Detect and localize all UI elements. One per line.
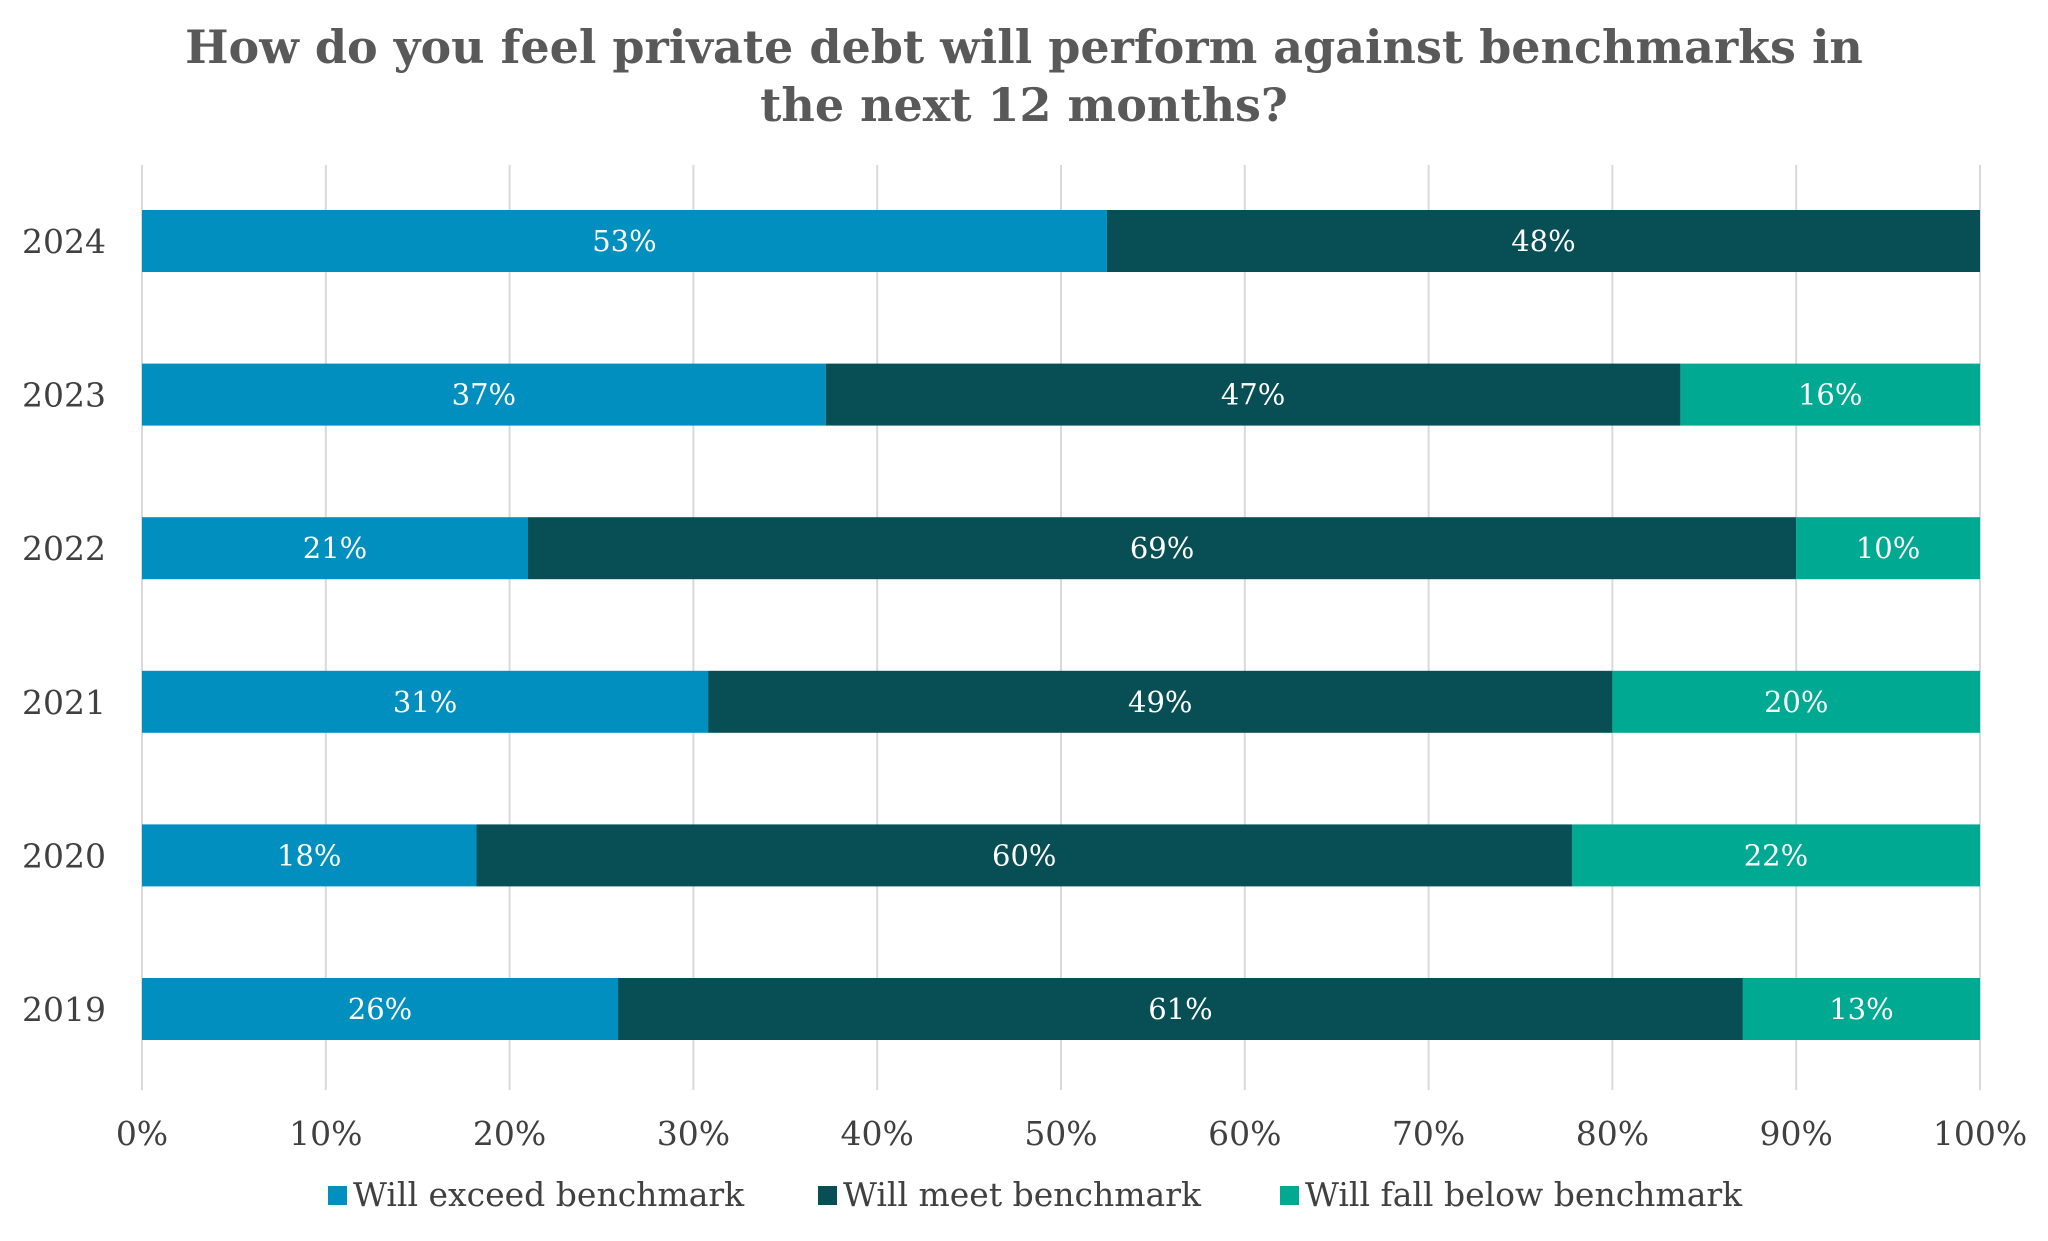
x-tick-label: 70% [1392, 1114, 1465, 1153]
data-label: 37% [452, 378, 516, 412]
bar-segment [1796, 517, 1980, 580]
data-label: 21% [303, 531, 367, 565]
chart-title-line-1: How do you feel private debt will perfor… [185, 20, 1863, 74]
x-tick-label: 100% [1933, 1114, 2027, 1153]
x-tick-label: 50% [1024, 1114, 1097, 1153]
data-label: 13% [1829, 992, 1893, 1026]
bar-segment [142, 824, 477, 887]
bar-segment [142, 517, 528, 580]
bar-segment [476, 824, 1572, 887]
x-tick-label: 90% [1760, 1114, 1833, 1153]
bar-segment [142, 978, 619, 1040]
gridlines [141, 165, 1981, 1090]
data-label: 26% [348, 992, 412, 1026]
data-label: 22% [1744, 838, 1808, 872]
x-tick-label: 0% [116, 1114, 168, 1153]
y-category-label: 2024 [22, 222, 106, 261]
data-label: 69% [1130, 531, 1194, 565]
legend-label: Will fall below benchmark [1305, 1175, 1743, 1214]
data-label: 47% [1221, 378, 1285, 412]
x-tick-label: 30% [657, 1114, 730, 1153]
data-label: 18% [277, 838, 341, 872]
data-label: 61% [1148, 992, 1212, 1026]
legend-swatch [1280, 1186, 1299, 1205]
legend: Will exceed benchmark Will meet benchmark… [328, 1175, 1743, 1214]
bar-segment [527, 517, 1797, 580]
x-tick-label: 40% [841, 1114, 914, 1153]
data-label: 53% [592, 224, 656, 258]
bar-segment [708, 670, 1613, 733]
x-tick-label: 10% [289, 1114, 362, 1153]
bar-segment [1742, 978, 1980, 1040]
x-tick-label: 60% [1208, 1114, 1281, 1153]
bars [142, 210, 1980, 1040]
data-labels: 53% 48% 37% 47% 16% 21% 69% 10% 31% 49% 20% 18% 60% 2… [277, 224, 1920, 1026]
legend-swatch [818, 1186, 837, 1205]
y-category-label: 2019 [22, 990, 106, 1029]
data-label: 16% [1798, 378, 1862, 412]
bar-segment [1106, 210, 1980, 272]
axes: 0% 10% 20% 30% 40% 50% 60% 70% 80% 90% 100% 2024 202… [22, 222, 2027, 1153]
bar-segment [1571, 824, 1980, 887]
y-category-label: 2023 [22, 376, 106, 415]
y-category-label: 2021 [22, 683, 106, 722]
data-label: 31% [393, 685, 457, 719]
x-tick-label: 20% [473, 1114, 546, 1153]
x-tick-label: 80% [1576, 1114, 1649, 1153]
chart-title-line-2: the next 12 months? [760, 78, 1288, 132]
bar-segment [142, 210, 1107, 272]
chart-title: How do you feel private debt will perfor… [0, 18, 2048, 134]
bar-segment [1680, 363, 1980, 426]
data-label: 49% [1128, 685, 1192, 719]
bar-segment [1612, 670, 1980, 733]
data-label: 48% [1511, 224, 1575, 258]
legend-label: Will meet benchmark [843, 1175, 1202, 1214]
y-category-label: 2022 [22, 529, 106, 568]
y-category-label: 2020 [22, 836, 106, 875]
legend-swatch [328, 1186, 347, 1205]
data-label: 20% [1764, 685, 1828, 719]
bar-segment [618, 978, 1743, 1040]
bar-segment [825, 363, 1681, 426]
data-label: 60% [992, 838, 1056, 872]
bar-segment [142, 670, 709, 733]
legend-label: Will exceed benchmark [353, 1175, 745, 1214]
bar-segment [142, 363, 826, 426]
data-label: 10% [1856, 531, 1920, 565]
